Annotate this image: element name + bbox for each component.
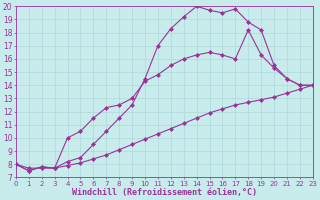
X-axis label: Windchill (Refroidissement éolien,°C): Windchill (Refroidissement éolien,°C) bbox=[72, 188, 257, 197]
